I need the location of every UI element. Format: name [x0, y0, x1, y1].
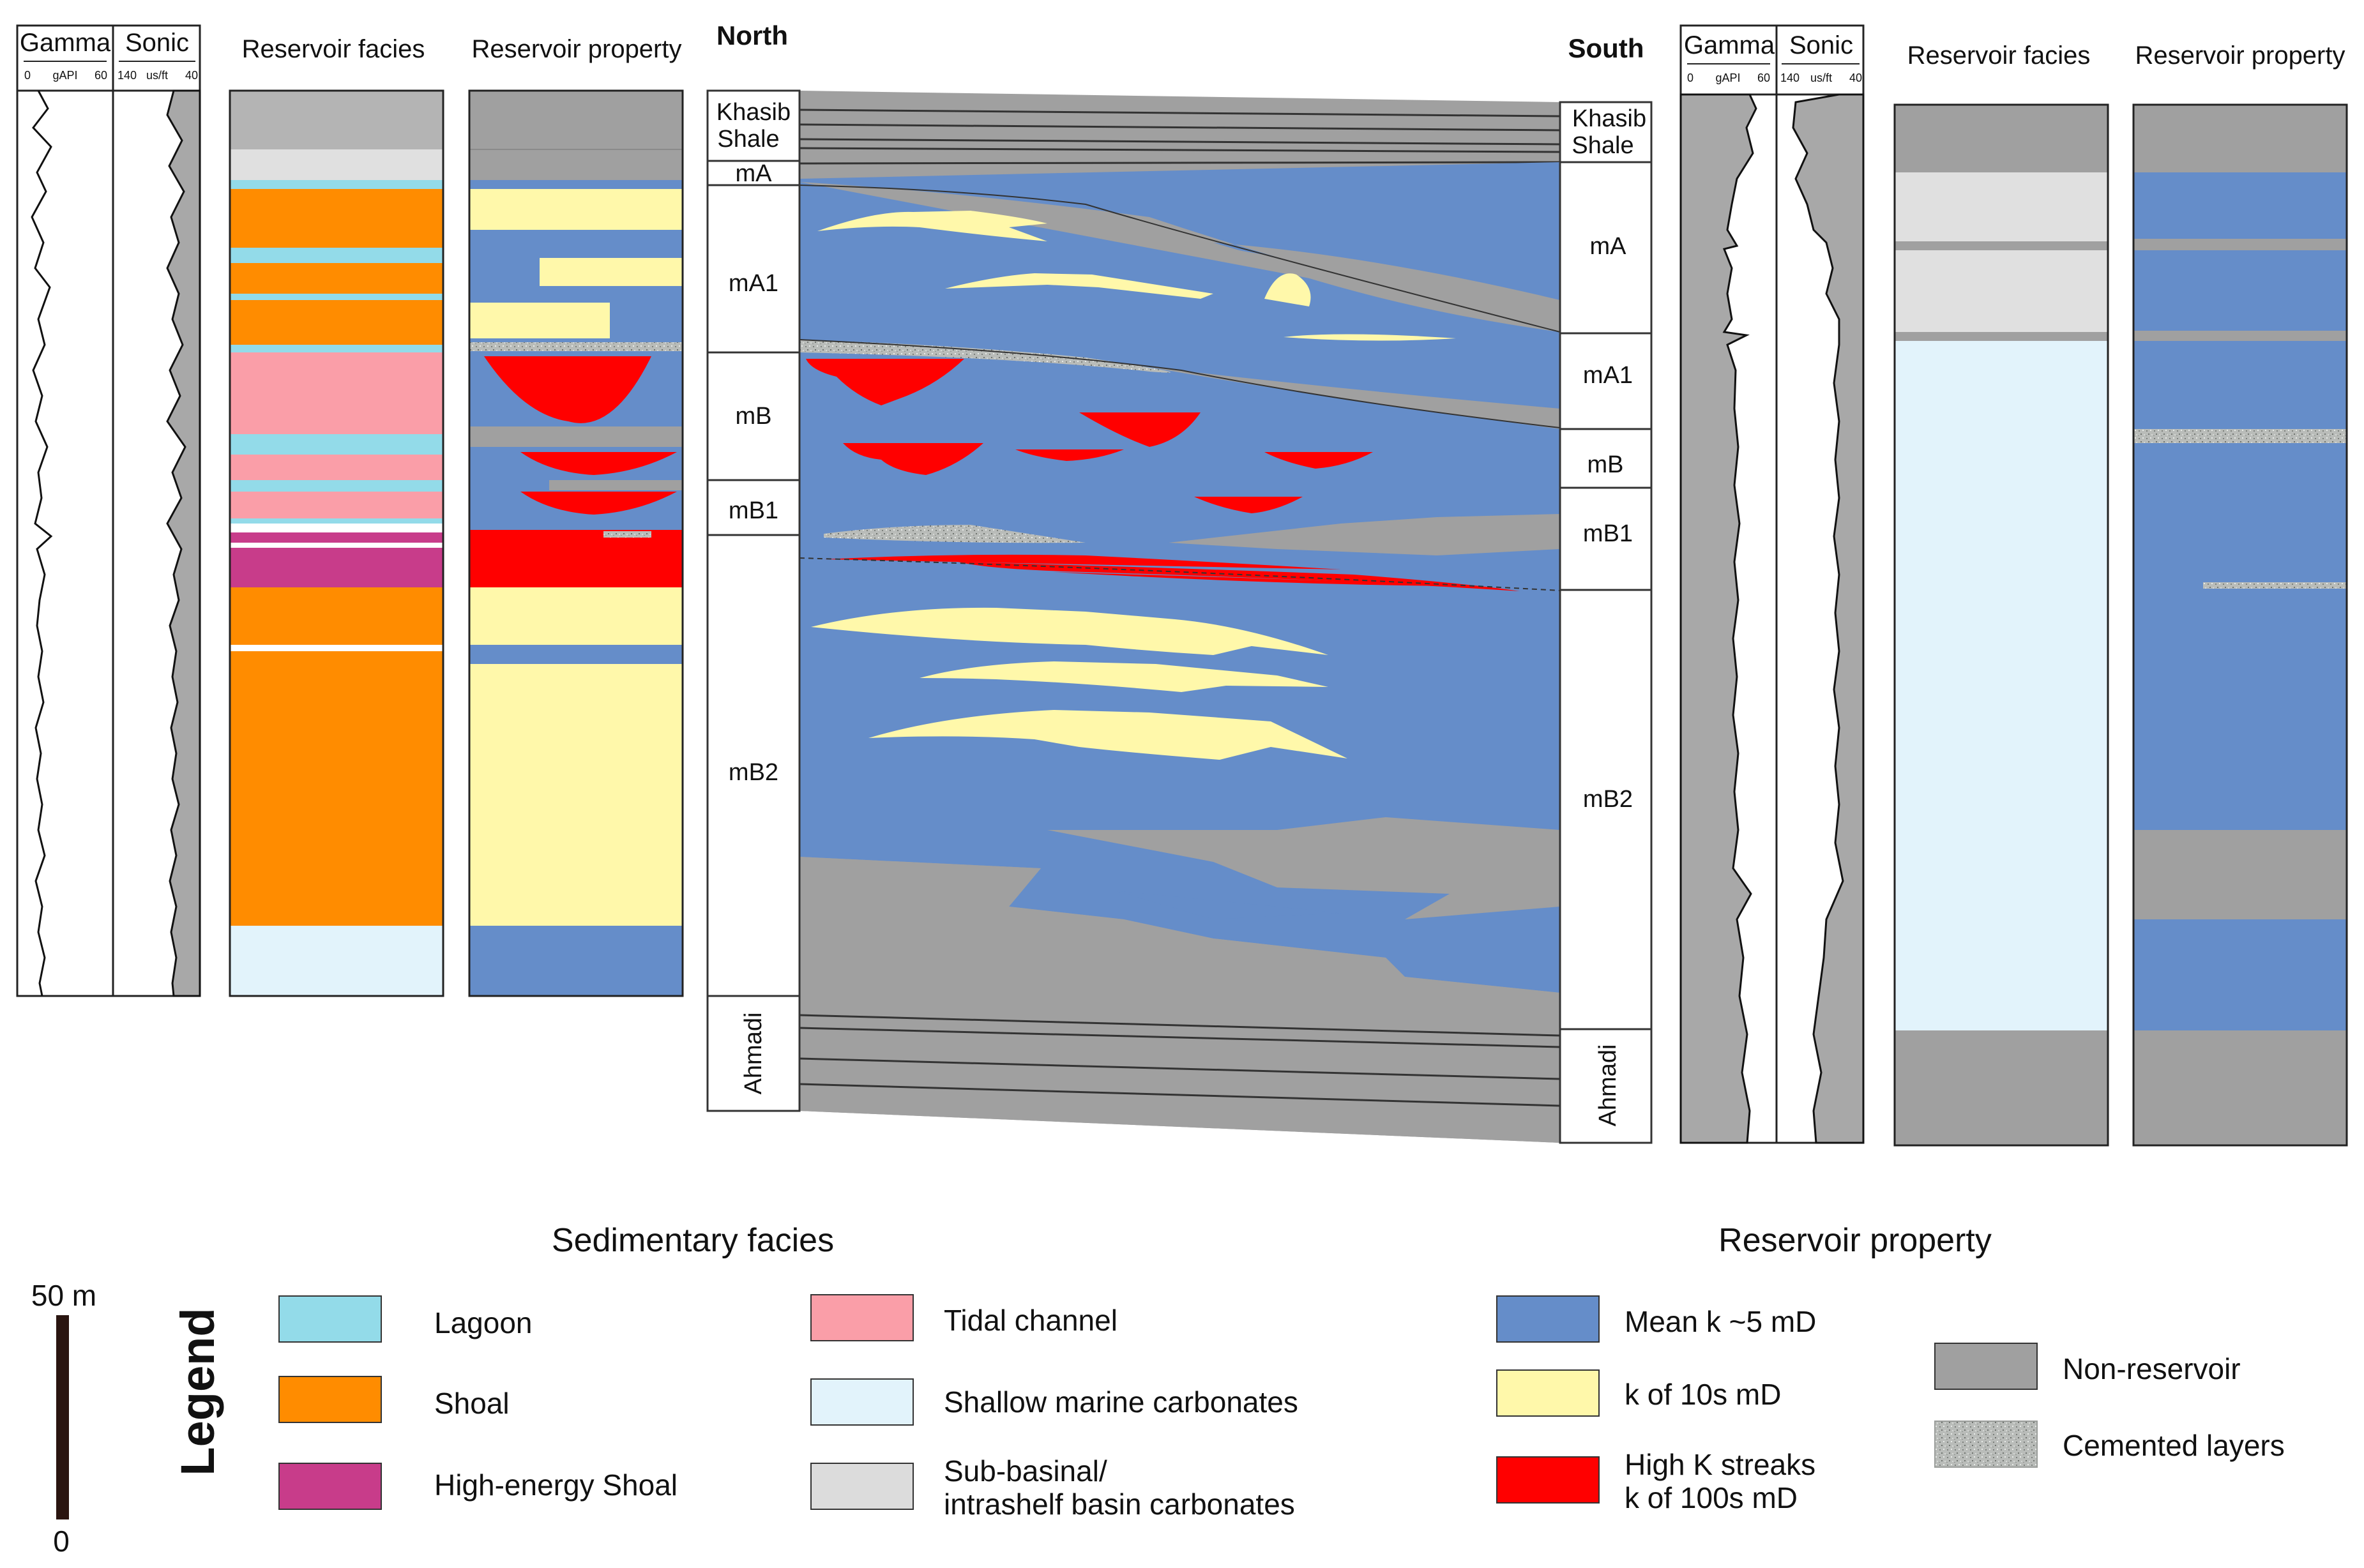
right-facies-title: Reservoir facies	[1907, 41, 2091, 70]
legend-swatch-shallow-marine	[810, 1378, 914, 1426]
north-zone-ma1: mA1	[729, 270, 778, 297]
left-gamma-unit: gAPI	[52, 69, 77, 82]
left-sonic-max: 40	[185, 69, 198, 82]
right-gamma-min: 0	[1687, 72, 1693, 84]
north-label: North	[716, 20, 788, 50]
south-zone-ahmadi: Ahmadi	[1595, 1044, 1621, 1127]
legend-label-sub-basinal: Sub-basinal/	[944, 1454, 1107, 1488]
right-sonic-max: 40	[1849, 72, 1862, 84]
north-zone-mb: mB	[736, 403, 772, 430]
south-zone-ma1: mA1	[1583, 362, 1633, 389]
legend-swatch-k-10s	[1496, 1369, 1600, 1417]
north-zone-mb2: mB2	[729, 759, 778, 786]
north-zone-khasib: Khasib	[716, 99, 791, 126]
left-sonic-unit: us/ft	[146, 69, 168, 82]
legend-vertical-label: Legend	[171, 1308, 224, 1475]
north-zone-ma: mA	[736, 160, 773, 187]
right-sonic-min: 140	[1780, 72, 1800, 84]
north-zone-mb1: mB1	[729, 497, 778, 524]
left-facies-title: Reservoir facies	[242, 35, 425, 63]
south-zone-mb1: mB1	[1583, 520, 1633, 547]
legend-label-non-reservoir: Non-reservoir	[2063, 1352, 2241, 1385]
legend-label-mean-k: Mean k ~5 mD	[1625, 1305, 1816, 1338]
left-facies-column	[229, 89, 444, 997]
right-gamma-label: Gamma	[1684, 31, 1775, 59]
right-gamma-unit: gAPI	[1715, 72, 1740, 84]
left-gamma-curve	[31, 90, 53, 997]
legend-swatch-cemented	[1934, 1421, 2038, 1468]
left-sonic-curve	[166, 89, 201, 997]
legend-label-k-10s: k of 10s mD	[1625, 1378, 1781, 1411]
north-zone-ahmadi: Ahmadi	[740, 1013, 767, 1095]
left-property-title: Reservoir property	[471, 35, 681, 63]
right-sonic-unit: us/ft	[1810, 72, 1832, 84]
south-zone-mb2: mB2	[1583, 786, 1633, 813]
left-gamma-min: 0	[24, 69, 31, 82]
left-sonic-min: 140	[117, 69, 137, 82]
right-property-column	[2132, 103, 2348, 1147]
legend-label-cemented: Cemented layers	[2063, 1429, 2285, 1462]
legend-label-high-k: High K streaks	[1625, 1448, 1815, 1481]
legend-label-lagoon: Lagoon	[434, 1306, 533, 1339]
property-legend-title: Reservoir property	[1718, 1222, 1992, 1259]
right-gamma-max: 60	[1757, 72, 1770, 84]
right-gamma-curve	[1679, 93, 1757, 1144]
right-sonic-label: Sonic	[1789, 31, 1853, 59]
right-facies-column	[1893, 103, 2109, 1147]
legend-swatch-shoal	[278, 1376, 382, 1423]
left-property-column	[468, 89, 684, 997]
south-zone-mb: mB	[1587, 451, 1624, 478]
right-well-log: Gamma 0 gAPI 60 Sonic 140 us/ft 40	[1679, 24, 1865, 1144]
legend-label-shoal: Shoal	[434, 1387, 510, 1420]
left-gamma-max: 60	[95, 69, 107, 82]
left-sonic-label: Sonic	[125, 29, 189, 57]
legend-swatch-mean-k	[1496, 1295, 1600, 1343]
legend-swatch-lagoon	[278, 1295, 382, 1343]
legend-swatch-high-k	[1496, 1456, 1600, 1504]
scale-bar	[56, 1315, 69, 1519]
legend-swatch-sub-basinal	[810, 1463, 914, 1510]
right-property-title: Reservoir property	[2135, 41, 2345, 70]
right-sonic-curve	[1792, 93, 1865, 1144]
legend-swatch-high-energy-shoal	[278, 1463, 382, 1510]
north-zone-shale: Shale	[717, 126, 779, 153]
scale-bottom-label: 0	[53, 1525, 70, 1558]
legend-label-sub-basinal-2: intrashelf basin carbonates	[944, 1488, 1295, 1521]
cross-section: North South	[706, 20, 1653, 1144]
south-zone-khasib: Khasib	[1572, 105, 1646, 132]
facies-legend-title: Sedimentary facies	[552, 1222, 834, 1259]
legend-label-shallow-marine: Shallow marine carbonates	[944, 1385, 1298, 1419]
south-zone-ma: mA	[1590, 233, 1627, 260]
legend-swatch-tidal-channel	[810, 1294, 914, 1341]
legend-swatch-non-reservoir	[1934, 1343, 2038, 1390]
left-well-log: Gamma 0 gAPI 60 Sonic 140 us/ft 40	[16, 24, 201, 997]
legend-label-tidal-channel: Tidal channel	[944, 1304, 1118, 1337]
south-zone-shale: Shale	[1572, 132, 1633, 159]
legend-label-high-k-2: k of 100s mD	[1625, 1481, 1798, 1514]
south-label: South	[1568, 33, 1644, 63]
legend-label-high-energy-shoal: High-energy Shoal	[434, 1468, 678, 1502]
scale-top-label: 50 m	[31, 1279, 96, 1312]
left-gamma-label: Gamma	[20, 29, 111, 57]
legend: Legend 50 m 0 Sedimentary facies Reservo…	[31, 1222, 2285, 1558]
